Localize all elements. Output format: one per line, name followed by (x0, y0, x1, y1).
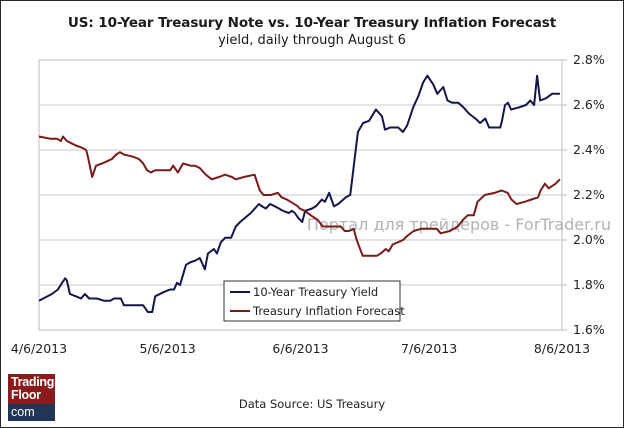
y-tick-label: 1.8% (573, 277, 605, 292)
y-tick-label: 2.6% (573, 97, 605, 112)
x-tick-label: 8/6/2013 (534, 341, 590, 356)
x-tick-label: 5/6/2013 (140, 341, 196, 356)
data-source: Data Source: US Treasury (238, 397, 386, 411)
chart-subtitle: yield, daily through August 6 (218, 33, 406, 48)
logo-line2: Floor (11, 388, 41, 402)
legend: 10-Year Treasury Yield Treasury Inflatio… (223, 280, 405, 322)
gridlines (39, 104, 562, 286)
chart-title: US: 10-Year Treasury Note vs. 10-Year Tr… (67, 15, 557, 31)
y-tick-label: 1.6% (573, 322, 605, 337)
y-tick-label: 2.2% (573, 187, 605, 202)
y-tick-label: 2.0% (573, 232, 605, 247)
y-tick-label: 2.4% (573, 142, 605, 157)
y-axis: 1.6% 1.8% 2.0% 2.2% 2.4% 2.6% 2.8% (562, 52, 605, 337)
series-line-inflation (38, 135, 561, 257)
logo-line1: Trading (11, 375, 55, 389)
legend-box (223, 280, 401, 322)
logo-top: Trading Floor (8, 374, 55, 404)
series-group (38, 74, 561, 313)
legend-label-yield: 10-Year Treasury Yield (253, 285, 378, 299)
x-tick-label: 6/6/2013 (272, 341, 328, 356)
x-tick-label: 4/6/2013 (11, 341, 67, 356)
tradingfloor-logo: Trading Floor com (8, 374, 55, 421)
logo-bottom: com (8, 404, 55, 421)
x-tick-label: 7/6/2013 (401, 341, 457, 356)
y-tick-label: 2.8% (573, 52, 605, 67)
x-axis: 4/6/2013 5/6/2013 6/6/2013 7/6/2013 8/6/2013 (11, 341, 590, 356)
series-line-yield (38, 74, 560, 313)
legend-label-inflation: Treasury Inflation Forecast (252, 304, 405, 318)
